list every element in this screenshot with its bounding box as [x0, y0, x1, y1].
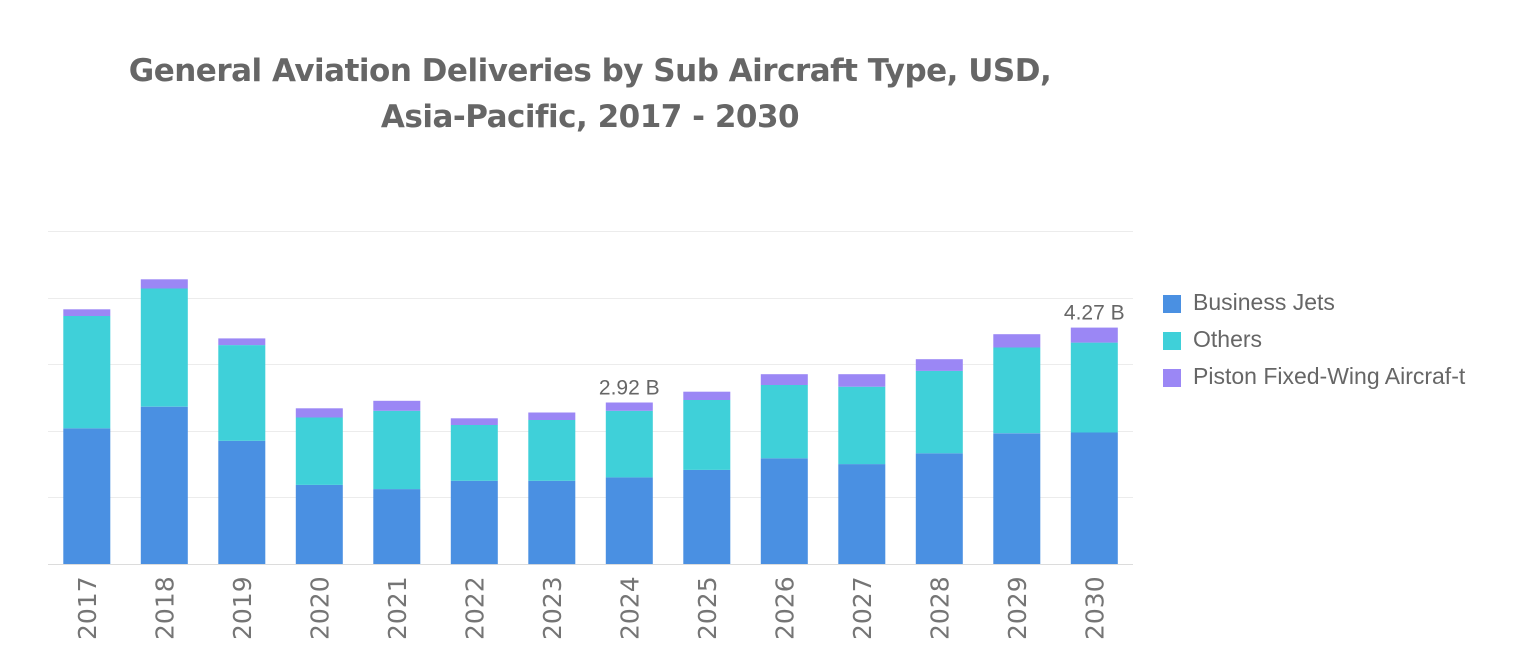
legend-swatch-business-jets	[1163, 295, 1181, 313]
bar-piston-fixed-wing-2027[interactable]	[838, 374, 886, 387]
bar-piston-fixed-wing-2029[interactable]	[993, 334, 1041, 348]
chart-title-line-1: General Aviation Deliveries by Sub Aircr…	[128, 53, 1052, 89]
x-tick-label-2026: 2026	[770, 576, 799, 640]
bar-business-jets-2024[interactable]	[605, 477, 653, 564]
bar-others-2017[interactable]	[63, 315, 111, 429]
bar-others-2030[interactable]	[1070, 342, 1118, 433]
x-tick-label-2025: 2025	[693, 576, 722, 640]
legend-swatch-piston-fixed-wing	[1163, 369, 1181, 387]
bar-business-jets-2017[interactable]	[63, 428, 111, 564]
x-tick-label-2021: 2021	[383, 576, 412, 640]
x-tick-label-2017: 2017	[73, 576, 102, 640]
bar-business-jets-2021[interactable]	[373, 489, 421, 564]
bar-piston-fixed-wing-2017[interactable]	[63, 309, 111, 316]
data-label-2030: 4.27 B	[1064, 302, 1125, 325]
chart-plot: 2017 2018 2019 2020 2021 2022 2023 2024 2025 2026…	[48, 231, 1133, 640]
bar-others-2019[interactable]	[218, 345, 266, 441]
bar-piston-fixed-wing-2028[interactable]	[915, 359, 963, 371]
bar-others-2025[interactable]	[683, 400, 731, 470]
bar-others-2020[interactable]	[295, 417, 343, 485]
bar-business-jets-2025[interactable]	[683, 469, 731, 564]
bar-others-2026[interactable]	[760, 385, 808, 459]
x-tick-label-2019: 2019	[228, 576, 257, 640]
bar-others-2027[interactable]	[838, 386, 886, 465]
bar-others-2023[interactable]	[528, 420, 576, 481]
bar-business-jets-2026[interactable]	[760, 458, 808, 564]
bar-others-2021[interactable]	[373, 410, 421, 490]
bar-others-2022[interactable]	[450, 425, 498, 481]
x-tick-label-2022: 2022	[460, 576, 489, 640]
bar-piston-fixed-wing-2022[interactable]	[450, 418, 498, 425]
legend-label-others: Others	[1193, 326, 1263, 352]
data-label-2024: 2.92 B	[599, 376, 660, 399]
bar-piston-fixed-wing-2018[interactable]	[140, 279, 188, 289]
bar-business-jets-2023[interactable]	[528, 480, 576, 565]
legend-label-piston-fixed-wing: Piston Fixed-Wing Aircraf-t	[1193, 363, 1466, 389]
legend: Business Jets Others Piston Fixed-Wing A…	[1163, 288, 1503, 399]
legend-swatch-others	[1163, 332, 1181, 350]
x-tick-label-2024: 2024	[615, 576, 644, 640]
chart-title-line-2: Asia-Pacific, 2017 - 2030	[380, 99, 800, 135]
x-tick-label-2029: 2029	[1003, 576, 1032, 640]
bar-business-jets-2018[interactable]	[140, 406, 188, 564]
bar-business-jets-2027[interactable]	[838, 464, 886, 564]
bar-piston-fixed-wing-2030[interactable]	[1070, 327, 1118, 343]
bar-piston-fixed-wing-2021[interactable]	[373, 400, 421, 411]
bar-business-jets-2029[interactable]	[993, 433, 1041, 564]
bar-business-jets-2028[interactable]	[915, 453, 963, 564]
legend-label-business-jets: Business Jets	[1193, 289, 1335, 315]
legend-item-others[interactable]: Others	[1163, 325, 1503, 354]
x-tick-label-2020: 2020	[305, 576, 334, 640]
bar-piston-fixed-wing-2026[interactable]	[760, 374, 808, 385]
legend-item-piston-fixed-wing[interactable]: Piston Fixed-Wing Aircraf-t	[1163, 362, 1503, 391]
bar-business-jets-2030[interactable]	[1070, 432, 1118, 565]
bar-others-2018[interactable]	[140, 288, 188, 407]
bar-piston-fixed-wing-2023[interactable]	[528, 412, 576, 421]
bar-business-jets-2022[interactable]	[450, 480, 498, 565]
x-tick-label-2023: 2023	[538, 576, 567, 640]
bar-piston-fixed-wing-2024[interactable]	[605, 402, 653, 411]
x-tick-label-2030: 2030	[1080, 576, 1109, 640]
bar-piston-fixed-wing-2019[interactable]	[218, 338, 266, 346]
x-tick-label-2028: 2028	[925, 576, 954, 640]
chart-title: General Aviation Deliveries by Sub Aircr…	[90, 48, 1090, 140]
legend-item-business-jets[interactable]: Business Jets	[1163, 288, 1503, 317]
bar-others-2028[interactable]	[915, 370, 963, 454]
bar-others-2024[interactable]	[605, 410, 653, 478]
bar-business-jets-2020[interactable]	[295, 484, 343, 564]
bar-business-jets-2019[interactable]	[218, 440, 266, 564]
x-tick-label-2027: 2027	[848, 576, 877, 640]
x-tick-label-2018: 2018	[150, 576, 179, 640]
bar-piston-fixed-wing-2025[interactable]	[683, 391, 731, 400]
bar-piston-fixed-wing-2020[interactable]	[295, 408, 343, 418]
bar-others-2029[interactable]	[993, 347, 1041, 434]
